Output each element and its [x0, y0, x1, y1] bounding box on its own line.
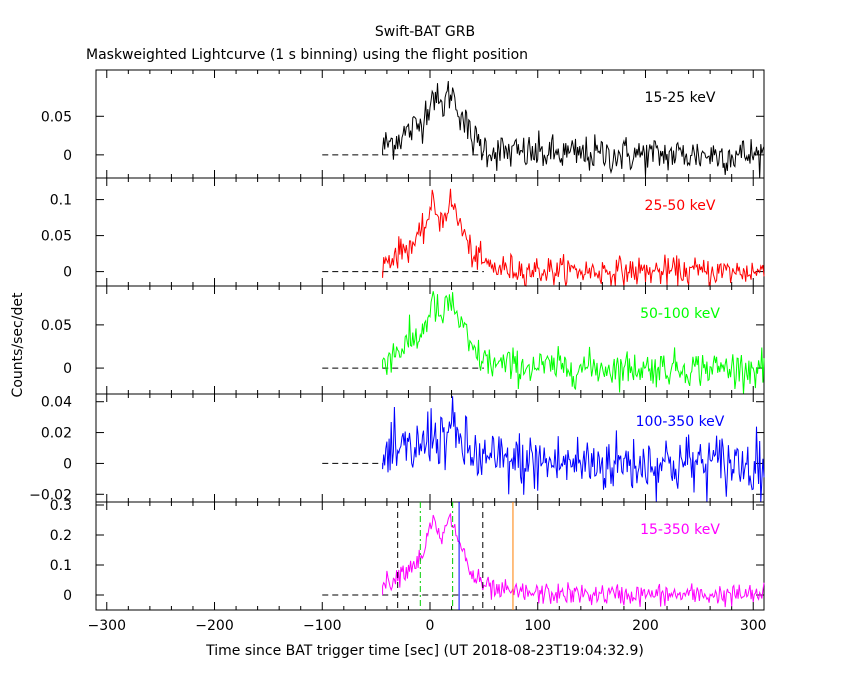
- x-tick-label: 100: [524, 618, 551, 634]
- y-tick-label: 0.1: [50, 193, 72, 209]
- x-tick-label: −100: [303, 618, 341, 634]
- y-tick-label: 0.02: [41, 426, 72, 442]
- lightcurve-series: [382, 188, 765, 288]
- y-tick-label: 0.05: [41, 109, 72, 125]
- band-label: 100-350 keV: [636, 414, 725, 430]
- y-tick-label: 0: [63, 361, 72, 377]
- x-tick-label: −300: [88, 618, 126, 634]
- panels-group: 0 0.05 15-25 keV 0 0.05 0.1 25-50 keV 0 0.05 50-1…: [29, 69, 767, 634]
- chart-title: Swift-BAT GRB: [375, 24, 475, 40]
- panel-1: 0 0.05 15-25 keV: [41, 69, 765, 179]
- band-label: 25-50 keV: [645, 198, 716, 214]
- lightcurve-series: [382, 513, 765, 608]
- panel-4: −0.02 0 0.02 0.04 100-350 keV: [29, 393, 765, 503]
- lightcurve-series: [382, 291, 765, 395]
- y-tick-label: 0.1: [50, 558, 72, 574]
- x-tick-label: 300: [740, 618, 767, 634]
- y-tick-label: 0: [63, 265, 72, 281]
- chart-subtitle: Maskweighted Lightcurve (1 s binning) us…: [86, 47, 528, 63]
- x-tick-label: 200: [632, 618, 659, 634]
- panel-2: 0 0.05 0.1 25-50 keV: [41, 177, 765, 288]
- lightcurve-series: [382, 396, 765, 503]
- lightcurve-series: [382, 80, 765, 179]
- y-tick-label: 0.04: [41, 395, 72, 411]
- band-label: 50-100 keV: [640, 306, 720, 322]
- band-label: 15-350 keV: [640, 522, 720, 538]
- y-tick-label: 0: [63, 148, 72, 164]
- y-tick-label: 0.3: [50, 498, 72, 514]
- y-axis-label: Counts/sec/det: [10, 292, 26, 397]
- y-tick-label: 0: [63, 456, 72, 472]
- band-label: 15-25 keV: [645, 90, 716, 106]
- y-tick-label: 0.05: [41, 229, 72, 245]
- panel-5: 0 0.1 0.2 0.3 15-350 keV: [50, 498, 765, 611]
- x-tick-label: 0: [426, 618, 435, 634]
- panel-3: 0 0.05 50-100 keV: [41, 285, 765, 395]
- y-tick-label: −0.02: [29, 487, 72, 503]
- panel-frame: [95, 285, 765, 395]
- x-axis-label: Time since BAT trigger time [sec] (UT 20…: [205, 643, 644, 659]
- x-tick-label: −200: [195, 618, 233, 634]
- y-tick-label: 0.2: [50, 528, 72, 544]
- y-tick-label: 0.05: [41, 318, 72, 334]
- y-tick-label: 0: [63, 588, 72, 604]
